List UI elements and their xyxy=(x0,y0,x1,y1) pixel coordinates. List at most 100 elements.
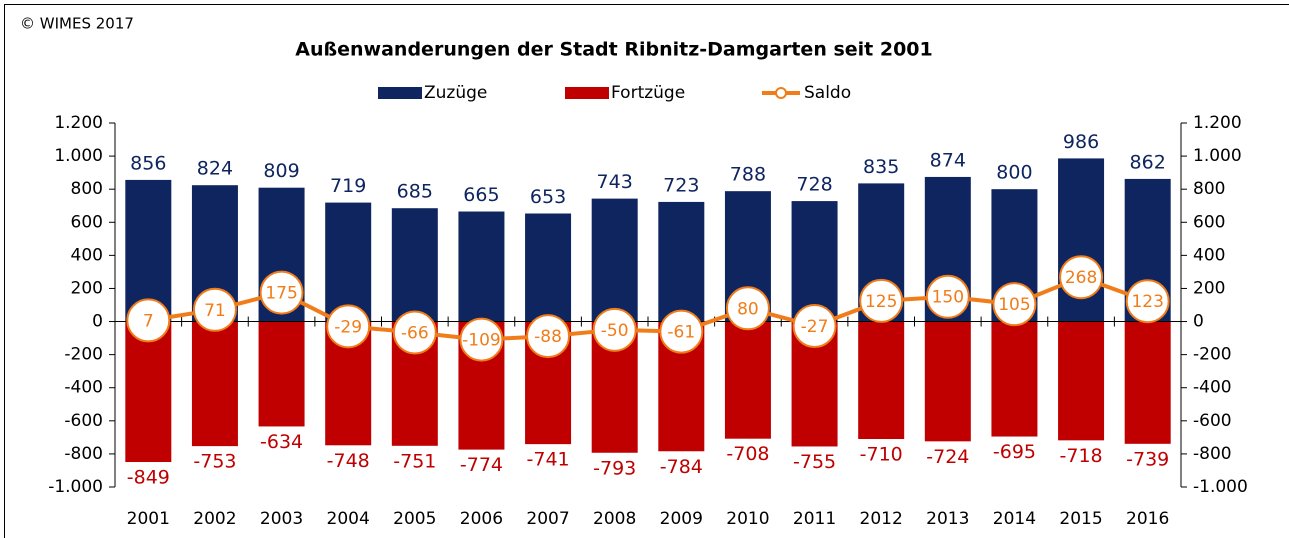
bar xyxy=(325,202,372,322)
y-tick-label: -600 xyxy=(64,411,103,431)
bar-label: -755 xyxy=(793,451,836,473)
line-marker xyxy=(192,287,237,332)
legend-marker xyxy=(775,87,787,99)
y2-tick-label: 1.000 xyxy=(1193,146,1242,166)
line-marker xyxy=(259,270,304,315)
bar-label: -774 xyxy=(460,454,503,476)
legend-swatch xyxy=(565,87,609,99)
bar xyxy=(458,211,505,322)
line-label: 71 xyxy=(204,301,226,321)
bar xyxy=(658,201,705,322)
line-label: -29 xyxy=(334,317,362,337)
copyright: © WIMES 2017 xyxy=(20,15,134,33)
line-marker xyxy=(1125,279,1170,324)
y-tick-label: 400 xyxy=(71,245,103,265)
bar-label: 723 xyxy=(663,174,699,196)
bar-label: -724 xyxy=(926,446,969,468)
line-label: 150 xyxy=(932,288,964,308)
bar-label: -708 xyxy=(726,443,769,465)
y-tick-label: -800 xyxy=(64,444,103,464)
x-tick-label: 2005 xyxy=(393,509,436,529)
line-label: -88 xyxy=(534,327,562,347)
y2-tick-label: -600 xyxy=(1193,411,1232,431)
x-tick-label: 2007 xyxy=(526,509,569,529)
line-label: 80 xyxy=(737,299,759,319)
bar xyxy=(258,321,305,427)
chart-title: Außenwanderungen der Stadt Ribnitz-Damga… xyxy=(295,39,933,61)
legend-label: Saldo xyxy=(804,83,851,103)
x-tick-label: 2004 xyxy=(327,509,370,529)
bar-label: -849 xyxy=(127,467,170,489)
bar xyxy=(591,198,638,322)
y-tick-label: -400 xyxy=(64,378,103,398)
y2-tick-label: -400 xyxy=(1193,378,1232,398)
line-label: 268 xyxy=(1065,268,1097,288)
legend-label: Zuzüge xyxy=(424,83,487,103)
y-tick-label: 600 xyxy=(71,212,103,232)
y-tick-label: -1.000 xyxy=(48,477,103,497)
x-tick-label: 2006 xyxy=(460,509,503,529)
bar-label: -784 xyxy=(660,456,703,478)
bar-label: 835 xyxy=(863,156,899,178)
line-label: 125 xyxy=(865,292,897,312)
bar-label: 719 xyxy=(330,175,366,197)
bar-label: -751 xyxy=(393,450,436,472)
line-label: -109 xyxy=(462,331,501,351)
x-tick-label: 2008 xyxy=(593,509,636,529)
y2-tick-label: 0 xyxy=(1193,312,1204,332)
bar-label: -710 xyxy=(860,444,903,466)
bar xyxy=(724,321,771,439)
y2-tick-label: 200 xyxy=(1193,278,1225,298)
y2-tick-label: -200 xyxy=(1193,345,1232,365)
y2-tick-label: 800 xyxy=(1193,179,1225,199)
line-marker xyxy=(792,304,837,349)
x-tick-label: 2001 xyxy=(127,509,170,529)
bar-label: 788 xyxy=(730,164,766,186)
bar-label: 743 xyxy=(597,171,633,193)
bar-label: 728 xyxy=(796,174,832,196)
bar-label: 665 xyxy=(463,184,499,206)
y2-tick-label: 600 xyxy=(1193,212,1225,232)
x-tick-label: 2012 xyxy=(860,509,903,529)
bar-label: -634 xyxy=(260,431,303,453)
y-tick-label: -200 xyxy=(64,345,103,365)
bar xyxy=(191,321,238,447)
line-marker xyxy=(126,298,171,343)
x-tick-label: 2002 xyxy=(193,509,236,529)
bar xyxy=(525,213,572,322)
line-label: 105 xyxy=(998,295,1030,315)
bar-label: 874 xyxy=(930,149,966,171)
bar-label: 653 xyxy=(530,186,566,208)
y-tick-label: 0 xyxy=(92,312,103,332)
line-marker xyxy=(326,304,371,349)
bar-label: 809 xyxy=(263,160,299,182)
legend-label: Fortzüge xyxy=(611,83,685,103)
y-tick-label: 800 xyxy=(71,179,103,199)
bar xyxy=(991,321,1038,437)
line-marker xyxy=(392,310,437,355)
line-label: 175 xyxy=(265,284,297,304)
bar xyxy=(391,208,438,322)
line xyxy=(147,275,1149,342)
bar-label: 824 xyxy=(197,158,233,180)
bar-label: 862 xyxy=(1130,151,1166,173)
line-label: 7 xyxy=(143,311,154,331)
bar-label: -748 xyxy=(327,450,370,472)
bar-label: -793 xyxy=(593,457,636,479)
x-tick-label: 2009 xyxy=(660,509,703,529)
line-marker xyxy=(659,309,704,354)
y2-tick-label: -800 xyxy=(1193,444,1232,464)
line-marker xyxy=(592,307,637,352)
bar xyxy=(858,321,905,440)
x-tick-label: 2014 xyxy=(993,509,1036,529)
line-label: -27 xyxy=(801,317,829,337)
line-label: -50 xyxy=(601,321,629,341)
x-tick-label: 2003 xyxy=(260,509,303,529)
bar-label: -739 xyxy=(1126,448,1169,470)
y2-tick-label: 400 xyxy=(1193,245,1225,265)
bar-label: -695 xyxy=(993,441,1036,463)
line-marker xyxy=(459,317,504,362)
bar-label: 685 xyxy=(397,181,433,203)
y-tick-label: 1.200 xyxy=(54,113,103,133)
